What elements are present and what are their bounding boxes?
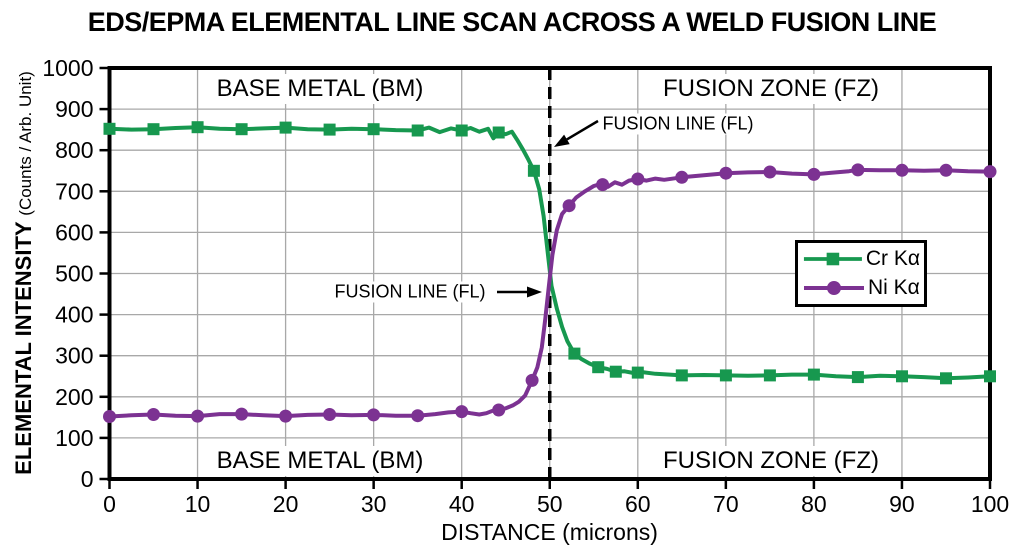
ni-line-swatch [804,280,864,295]
legend-label-cr: Cr Kα [865,247,920,271]
svg-text:500: 500 [55,261,93,287]
svg-text:300: 300 [55,343,93,369]
series-ni [103,163,997,423]
legend: Cr Kα Ni Kα [795,240,927,307]
svg-text:200: 200 [55,384,93,410]
fusion-line-annotation-mid: FUSION LINE (FL) [330,281,490,303]
chart-title: EDS/EPMA ELEMENTAL LINE SCAN ACROSS A WE… [87,7,937,37]
svg-text:100: 100 [971,491,1009,517]
svg-text:700: 700 [55,178,93,204]
region-label-base-metal-top: BASE METAL (BM) [208,74,432,104]
svg-text:600: 600 [55,219,93,245]
axis-ticks: 0 10 20 30 40 50 60 70 80 90 100010020030040050060… [42,55,1009,517]
svg-text:70: 70 [713,491,739,517]
svg-text:100: 100 [55,425,93,451]
legend-item-ni: Ni Kα [802,276,920,300]
svg-text:50: 50 [537,491,563,517]
svg-text:400: 400 [55,302,93,328]
legend-label-ni: Ni Kα [868,275,920,299]
svg-text:80: 80 [801,491,827,517]
series-cr [103,121,996,385]
plot-border [107,66,992,481]
svg-text:1000: 1000 [42,55,93,81]
y-axis-label: ELEMENTAL INTENSITY (Counts / Arb. Unit) [11,71,36,475]
fusion-line-annotation-upper: FUSION LINE (FL) [598,113,758,135]
region-label-fusion-zone-top: FUSION ZONE (FZ) [655,74,887,104]
region-label-fusion-zone-bottom: FUSION ZONE (FZ) [655,446,887,476]
svg-text:30: 30 [361,491,387,517]
x-axis-label: DISTANCE (microns) [441,519,658,545]
svg-text:90: 90 [889,491,915,517]
svg-text:10: 10 [185,491,211,517]
svg-text:900: 900 [55,96,93,122]
annotation-arrows [497,119,599,298]
legend-item-cr: Cr Kα [802,247,920,271]
region-label-base-metal-bottom: BASE METAL (BM) [208,446,432,476]
svg-text:0: 0 [103,491,116,517]
svg-text:0: 0 [81,466,94,492]
svg-text:20: 20 [273,491,299,517]
svg-text:800: 800 [55,137,93,163]
svg-text:40: 40 [449,491,475,517]
cr-line-swatch [803,252,862,266]
svg-text:60: 60 [625,491,651,517]
